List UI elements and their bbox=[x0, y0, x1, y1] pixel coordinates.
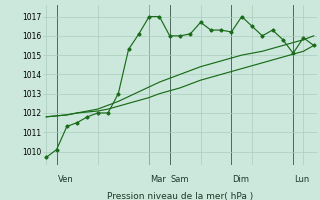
Text: Lun: Lun bbox=[294, 175, 309, 184]
Text: Sam: Sam bbox=[171, 175, 189, 184]
Text: Mar: Mar bbox=[150, 175, 166, 184]
Text: Dim: Dim bbox=[232, 175, 250, 184]
Text: Pression niveau de la mer( hPa ): Pression niveau de la mer( hPa ) bbox=[107, 192, 253, 200]
Text: Ven: Ven bbox=[58, 175, 73, 184]
